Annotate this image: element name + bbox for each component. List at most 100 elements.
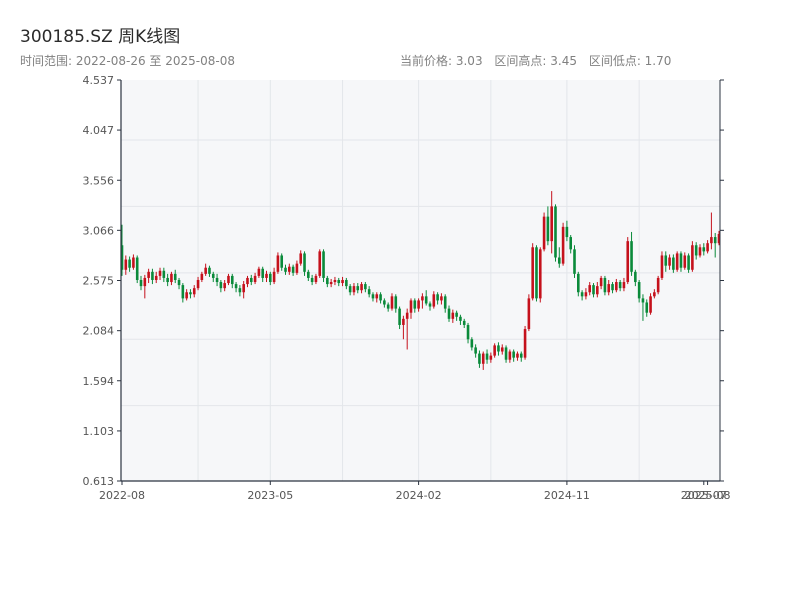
- y-tick-label: 1.594: [83, 375, 115, 388]
- candle: [535, 245, 538, 302]
- candle-body: [531, 247, 534, 299]
- candle-body: [364, 284, 367, 290]
- candle: [592, 283, 595, 298]
- candle: [162, 267, 166, 283]
- candle: [276, 252, 280, 274]
- candle-body: [485, 353, 489, 360]
- candle: [596, 282, 599, 298]
- candle-body: [234, 284, 238, 289]
- candle-body: [588, 285, 592, 293]
- candle-body: [284, 267, 287, 272]
- candle-body: [565, 226, 569, 238]
- candle-body: [337, 279, 341, 284]
- candle-body: [326, 277, 329, 285]
- candle-body: [656, 277, 660, 293]
- candle: [664, 251, 668, 272]
- y-tick-label: 3.066: [83, 224, 115, 237]
- candle: [132, 254, 135, 270]
- candle-body: [307, 271, 310, 278]
- candle: [166, 273, 169, 287]
- candle: [561, 222, 565, 266]
- candle-body: [246, 277, 249, 285]
- candle-body: [181, 285, 185, 299]
- candle-body: [189, 292, 192, 295]
- candle: [215, 273, 219, 287]
- candle: [265, 270, 268, 283]
- chart-title: 300185.SZ 周K线图: [20, 27, 181, 47]
- candle: [557, 247, 561, 268]
- candle: [637, 279, 641, 303]
- candle-body: [508, 351, 512, 360]
- candle-body: [474, 347, 477, 354]
- candle-body: [139, 279, 143, 287]
- candle-body: [124, 259, 128, 270]
- candle: [356, 283, 360, 294]
- candle-body: [675, 253, 679, 270]
- candle-body: [599, 277, 603, 287]
- candle: [424, 290, 428, 306]
- candle-body: [660, 255, 664, 278]
- candle: [124, 255, 128, 275]
- candle-body: [192, 288, 196, 295]
- candle-body: [451, 312, 455, 319]
- candle-body: [204, 267, 207, 274]
- candle: [189, 289, 192, 299]
- candle: [649, 293, 652, 315]
- candle: [177, 277, 181, 290]
- candle: [698, 244, 702, 258]
- candle-body: [615, 282, 618, 291]
- candle: [447, 305, 451, 322]
- candle-body: [265, 273, 268, 278]
- candle: [569, 235, 573, 254]
- candle: [375, 292, 379, 303]
- candle-body: [637, 282, 641, 299]
- candle: [615, 278, 618, 293]
- candle-body: [523, 329, 527, 358]
- candle: [386, 302, 390, 312]
- candle: [135, 255, 139, 284]
- candle: [246, 275, 249, 288]
- candle: [428, 301, 432, 311]
- candle-body: [710, 237, 713, 244]
- x-tick-label: 2023-05: [247, 489, 293, 502]
- candle-body: [314, 275, 318, 283]
- candle: [443, 294, 447, 313]
- candle: [512, 349, 515, 362]
- candle-body: [154, 275, 158, 280]
- candle-body: [504, 347, 508, 360]
- candle: [519, 351, 523, 362]
- y-tick-label: 2.575: [83, 275, 115, 288]
- candle: [211, 271, 215, 283]
- candle: [687, 253, 690, 273]
- candle: [402, 315, 405, 340]
- candle: [656, 275, 660, 295]
- candle: [421, 293, 424, 309]
- y-tick-label: 4.047: [83, 124, 115, 137]
- candle-body: [215, 277, 219, 283]
- candle: [234, 282, 238, 293]
- candle: [223, 279, 226, 292]
- range-low: 区间低点: 1.70: [588, 54, 672, 68]
- candle-body: [603, 277, 607, 293]
- candle-body: [200, 273, 204, 280]
- candle-body: [276, 255, 280, 272]
- candle-body: [489, 355, 493, 360]
- candle-body: [211, 273, 215, 278]
- candle-body: [166, 277, 169, 283]
- candle: [367, 286, 371, 298]
- candle-body: [470, 339, 474, 348]
- candle: [653, 289, 656, 299]
- candle: [310, 274, 314, 286]
- candle-body: [455, 312, 458, 317]
- candle-body: [573, 249, 576, 274]
- candle: [626, 237, 630, 285]
- candle: [565, 220, 569, 242]
- candle-body: [310, 277, 314, 283]
- candle: [200, 271, 204, 283]
- candle-body: [554, 206, 557, 258]
- candle-body: [170, 273, 173, 283]
- candle-body: [618, 282, 622, 289]
- candle-body: [303, 253, 306, 272]
- candle: [394, 294, 398, 313]
